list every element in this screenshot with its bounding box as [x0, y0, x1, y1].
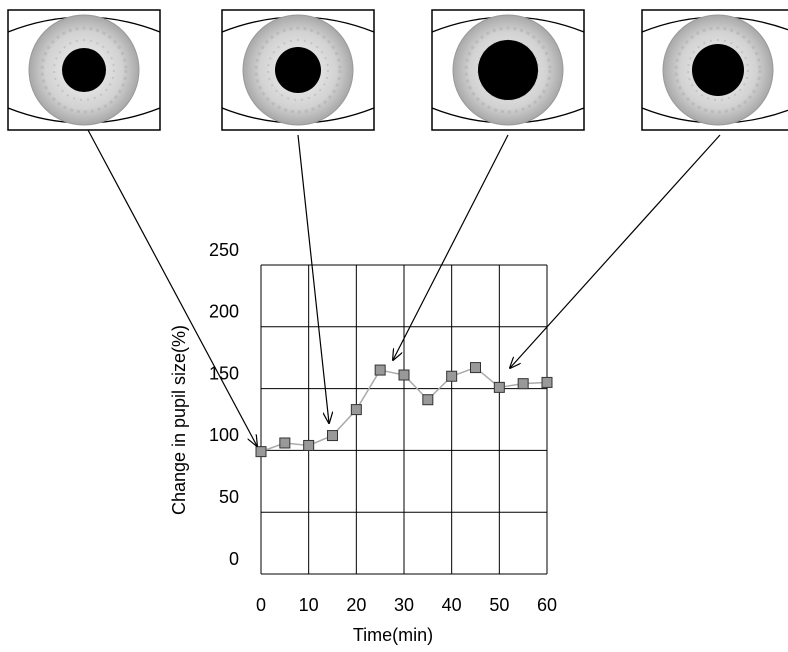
- y-tick-label: 0: [229, 549, 239, 569]
- y-tick-label: 150: [209, 363, 239, 383]
- data-point: [255, 446, 267, 458]
- arrow: [510, 134, 721, 368]
- eye-image: [640, 8, 788, 132]
- eye-image: [430, 8, 586, 132]
- plot-area: 0 50 100 150 200 250 0 10 20 30 40 50 60: [209, 240, 557, 615]
- eye-image: [220, 8, 376, 132]
- arrow: [87, 129, 257, 446]
- x-tick-label: 60: [537, 595, 557, 615]
- x-tick-label: 50: [489, 595, 509, 615]
- arrow: [297, 134, 329, 423]
- x-tick-label: 40: [442, 595, 462, 615]
- y-tick-label: 200: [209, 302, 239, 322]
- annotation-arrows: [87, 129, 721, 446]
- y-axis-label: Change in pupil size(%): [169, 325, 189, 515]
- x-tick-label: 0: [256, 595, 266, 615]
- x-axis-label: Time(min): [353, 625, 433, 645]
- y-tick-label: 100: [209, 425, 239, 445]
- data-point: [422, 394, 434, 406]
- data-point: [303, 439, 315, 451]
- data-point: [541, 376, 553, 388]
- data-point: [374, 364, 386, 376]
- data-point: [517, 378, 529, 390]
- x-tick-label: 30: [394, 595, 414, 615]
- data-point: [279, 437, 291, 449]
- data-point: [493, 381, 505, 393]
- eye-image: [6, 8, 162, 132]
- data-point: [327, 430, 338, 442]
- arrow: [393, 134, 509, 360]
- y-tick-label: 250: [209, 240, 239, 260]
- data-point: [398, 369, 410, 381]
- data-point: [350, 404, 362, 416]
- data-point: [470, 362, 481, 374]
- data-point: [446, 370, 458, 382]
- x-tick-label: 10: [299, 595, 319, 615]
- eye-images: [6, 8, 788, 132]
- x-tick-label: 20: [346, 595, 366, 615]
- y-tick-label: 50: [219, 487, 239, 507]
